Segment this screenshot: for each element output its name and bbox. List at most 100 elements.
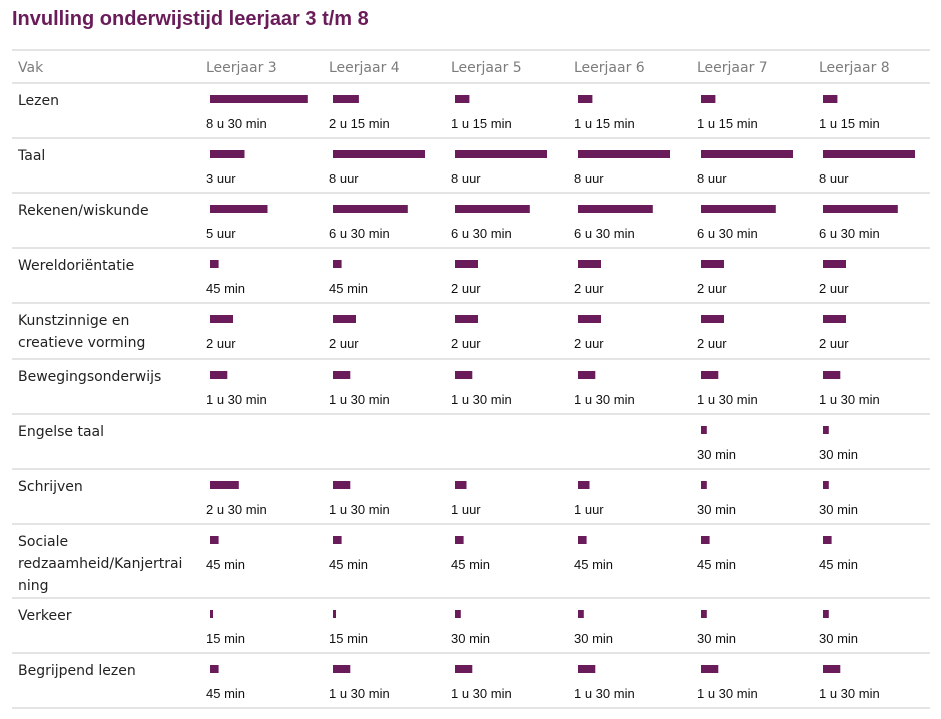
bar [455, 536, 464, 544]
bar [701, 610, 707, 618]
column-header-subject: Vak [18, 60, 44, 76]
value-label: 45 min [206, 557, 245, 572]
bar [823, 426, 829, 434]
value-label: 2 uur [574, 336, 604, 351]
bar [578, 150, 670, 158]
column-header-5: Leerjaar 5 [451, 60, 522, 76]
bar [210, 315, 233, 323]
value-label: 2 u 30 min [206, 502, 267, 517]
row-label: Bewegingsonderwijs [18, 369, 161, 385]
value-label: 1 uur [574, 502, 604, 517]
bar [578, 315, 601, 323]
value-label: 8 uur [329, 171, 359, 186]
value-label: 45 min [819, 557, 858, 572]
value-label: 8 uur [574, 171, 604, 186]
bar [455, 150, 547, 158]
value-label: 2 uur [819, 336, 849, 351]
value-label: 1 u 30 min [329, 686, 390, 701]
value-label: 45 min [329, 557, 368, 572]
bar [455, 371, 473, 379]
row-label: Begrijpend lezen [18, 663, 136, 679]
bar [455, 315, 478, 323]
bar [333, 481, 351, 489]
value-label: 45 min [697, 557, 736, 572]
bar [333, 95, 359, 103]
value-label: 1 u 30 min [451, 686, 512, 701]
value-label: 6 u 30 min [451, 226, 512, 241]
value-label: 1 u 30 min [451, 392, 512, 407]
bar [210, 610, 213, 618]
value-label: 45 min [451, 557, 490, 572]
value-label: 1 u 30 min [697, 392, 758, 407]
bar [823, 536, 832, 544]
bar [210, 536, 219, 544]
bar [701, 205, 776, 213]
row-label: Taal [17, 148, 45, 164]
bar [210, 481, 239, 489]
bar [333, 610, 336, 618]
value-label: 1 u 30 min [329, 502, 390, 517]
value-label: 1 uur [451, 502, 481, 517]
bar [333, 260, 342, 268]
row-label: Kunstzinnige en [18, 313, 129, 329]
bar [455, 481, 467, 489]
bar [578, 665, 596, 673]
bar [578, 536, 587, 544]
bar [701, 315, 724, 323]
value-label: 8 uur [697, 171, 727, 186]
row-label: creatieve vorming [18, 335, 145, 351]
value-label: 2 uur [451, 336, 481, 351]
value-label: 8 uur [819, 171, 849, 186]
value-label: 1 u 15 min [451, 116, 512, 131]
bar [823, 371, 841, 379]
bar [210, 260, 219, 268]
bar [701, 371, 719, 379]
bar [333, 315, 356, 323]
bar [578, 481, 590, 489]
row-label: Sociale [18, 534, 68, 550]
row-label: redzaamheid/Kanjertrai [18, 556, 182, 572]
bar [823, 95, 838, 103]
bar [578, 205, 653, 213]
value-label: 1 u 30 min [206, 392, 267, 407]
bar [333, 665, 351, 673]
bar [455, 260, 478, 268]
value-label: 1 u 15 min [819, 116, 880, 131]
bar [455, 95, 470, 103]
value-label: 3 uur [206, 171, 236, 186]
bar [701, 481, 707, 489]
bar [210, 95, 308, 103]
value-label: 6 u 30 min [697, 226, 758, 241]
bar [701, 665, 719, 673]
value-label: 30 min [451, 631, 490, 646]
value-label: 45 min [574, 557, 613, 572]
value-label: 30 min [697, 447, 736, 462]
value-label: 30 min [819, 447, 858, 462]
bar [455, 665, 473, 673]
value-label: 2 uur [819, 281, 849, 296]
value-label: 1 u 30 min [574, 392, 635, 407]
bar [210, 665, 219, 673]
value-label: 1 u 30 min [819, 392, 880, 407]
bar [701, 260, 724, 268]
column-header-8: Leerjaar 8 [819, 60, 890, 76]
bar [701, 536, 710, 544]
row-label: ning [18, 578, 49, 594]
bar [333, 536, 342, 544]
value-label: 15 min [206, 631, 245, 646]
bar [823, 205, 898, 213]
bar [333, 150, 425, 158]
value-label: 1 u 15 min [697, 116, 758, 131]
bar [823, 610, 829, 618]
bar [701, 95, 716, 103]
value-label: 6 u 30 min [574, 226, 635, 241]
bar [578, 95, 593, 103]
bar [823, 481, 829, 489]
bar [210, 205, 268, 213]
value-label: 1 u 30 min [697, 686, 758, 701]
value-label: 15 min [329, 631, 368, 646]
row-label: Verkeer [18, 608, 72, 624]
value-label: 45 min [206, 281, 245, 296]
bar [333, 371, 351, 379]
column-header-4: Leerjaar 4 [329, 60, 400, 76]
